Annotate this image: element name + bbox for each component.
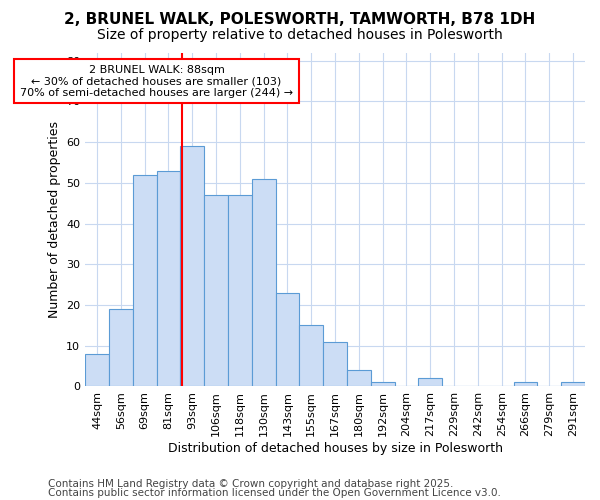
Text: 2 BRUNEL WALK: 88sqm
← 30% of detached houses are smaller (103)
70% of semi-deta: 2 BRUNEL WALK: 88sqm ← 30% of detached h… — [20, 64, 293, 98]
Bar — [133, 174, 157, 386]
Bar — [514, 382, 538, 386]
Bar — [228, 195, 252, 386]
Bar — [157, 170, 181, 386]
Bar — [418, 378, 442, 386]
Bar — [252, 179, 275, 386]
Bar — [181, 146, 204, 386]
Bar — [299, 326, 323, 386]
Y-axis label: Number of detached properties: Number of detached properties — [47, 121, 61, 318]
Bar — [204, 195, 228, 386]
Bar — [275, 293, 299, 386]
Bar — [109, 309, 133, 386]
Bar — [561, 382, 585, 386]
Text: Contains public sector information licensed under the Open Government Licence v3: Contains public sector information licen… — [48, 488, 501, 498]
Bar — [371, 382, 395, 386]
Bar — [85, 354, 109, 386]
Bar — [347, 370, 371, 386]
X-axis label: Distribution of detached houses by size in Polesworth: Distribution of detached houses by size … — [167, 442, 503, 455]
Bar — [323, 342, 347, 386]
Text: 2, BRUNEL WALK, POLESWORTH, TAMWORTH, B78 1DH: 2, BRUNEL WALK, POLESWORTH, TAMWORTH, B7… — [64, 12, 536, 28]
Text: Size of property relative to detached houses in Polesworth: Size of property relative to detached ho… — [97, 28, 503, 42]
Text: Contains HM Land Registry data © Crown copyright and database right 2025.: Contains HM Land Registry data © Crown c… — [48, 479, 454, 489]
